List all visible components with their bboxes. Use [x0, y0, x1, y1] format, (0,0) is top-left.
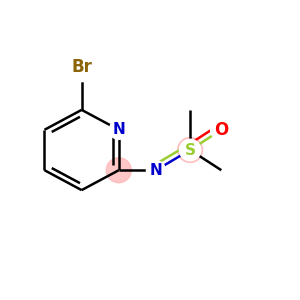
Text: N: N — [112, 122, 125, 137]
Circle shape — [178, 137, 203, 163]
Circle shape — [179, 139, 201, 161]
Text: O: O — [214, 121, 229, 139]
Circle shape — [109, 120, 128, 139]
Circle shape — [67, 52, 97, 82]
Circle shape — [211, 119, 232, 140]
Text: S: S — [184, 142, 196, 158]
Text: N: N — [150, 163, 162, 178]
Circle shape — [146, 161, 166, 180]
Text: Br: Br — [71, 58, 92, 76]
Circle shape — [106, 158, 131, 183]
